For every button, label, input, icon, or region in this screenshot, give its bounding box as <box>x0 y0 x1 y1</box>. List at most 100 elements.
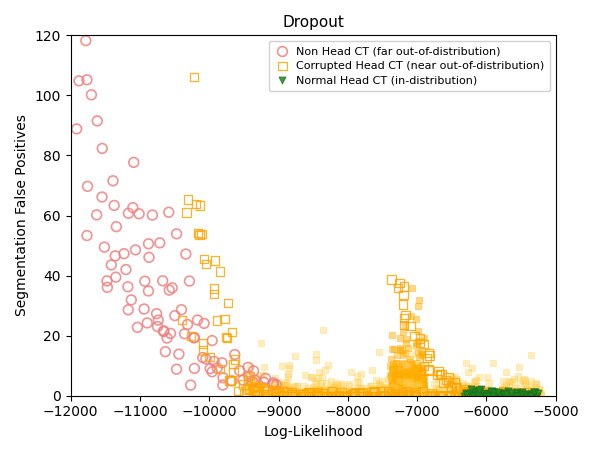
Point <box>290 352 300 360</box>
Point <box>531 381 541 388</box>
Point <box>498 385 507 392</box>
Point <box>308 374 317 381</box>
Point <box>399 383 409 390</box>
Corrupted Head CT (near out-of-distribution) <box>500 392 509 400</box>
Point <box>406 392 415 399</box>
Point <box>311 385 320 392</box>
Point <box>374 380 384 387</box>
Corrupted Head CT (near out-of-distribution) <box>182 209 191 216</box>
Point <box>412 380 421 387</box>
Point <box>393 384 403 391</box>
Corrupted Head CT (near out-of-distribution) <box>432 372 442 379</box>
Point <box>510 375 519 382</box>
Point <box>394 388 404 395</box>
Corrupted Head CT (near out-of-distribution) <box>198 347 208 354</box>
Corrupted Head CT (near out-of-distribution) <box>177 316 187 324</box>
Corrupted Head CT (near out-of-distribution) <box>487 392 497 400</box>
Normal Head CT (in-distribution) <box>486 389 496 396</box>
Corrupted Head CT (near out-of-distribution) <box>411 392 421 400</box>
Corrupted Head CT (near out-of-distribution) <box>225 377 235 384</box>
Point <box>417 368 426 375</box>
Point <box>307 388 317 395</box>
Point <box>380 384 389 391</box>
Corrupted Head CT (near out-of-distribution) <box>470 392 479 400</box>
Point <box>311 380 321 388</box>
Point <box>407 389 417 396</box>
Corrupted Head CT (near out-of-distribution) <box>459 392 469 400</box>
Normal Head CT (in-distribution) <box>466 390 475 397</box>
Normal Head CT (in-distribution) <box>534 390 544 397</box>
Non Head CT (far out-of-distribution) <box>185 277 194 285</box>
Corrupted Head CT (near out-of-distribution) <box>243 376 252 384</box>
Corrupted Head CT (near out-of-distribution) <box>229 360 238 368</box>
Non Head CT (far out-of-distribution) <box>206 365 215 372</box>
Point <box>330 389 340 396</box>
Point <box>317 373 327 380</box>
Point <box>296 388 306 395</box>
Corrupted Head CT (near out-of-distribution) <box>422 392 432 400</box>
Non Head CT (far out-of-distribution) <box>200 320 209 327</box>
Point <box>398 361 407 368</box>
Point <box>395 384 405 391</box>
Corrupted Head CT (near out-of-distribution) <box>508 392 517 400</box>
Normal Head CT (in-distribution) <box>459 392 469 400</box>
Point <box>448 385 458 392</box>
Corrupted Head CT (near out-of-distribution) <box>312 389 321 396</box>
Point <box>407 373 417 380</box>
Point <box>302 392 311 399</box>
Point <box>414 390 424 397</box>
Point <box>245 385 255 393</box>
Point <box>305 391 314 398</box>
Point <box>377 378 387 385</box>
Point <box>310 385 320 393</box>
Point <box>474 374 484 381</box>
Point <box>392 388 402 395</box>
Point <box>325 384 334 391</box>
Point <box>254 381 264 389</box>
Point <box>409 390 419 397</box>
Point <box>283 373 293 380</box>
Non Head CT (far out-of-distribution) <box>235 367 245 375</box>
Point <box>243 373 252 380</box>
Point <box>390 388 400 395</box>
Corrupted Head CT (near out-of-distribution) <box>390 390 400 398</box>
Point <box>413 370 423 377</box>
Point <box>405 356 415 363</box>
Point <box>391 380 400 387</box>
Point <box>391 390 400 397</box>
Corrupted Head CT (near out-of-distribution) <box>283 389 292 396</box>
Point <box>306 373 315 380</box>
Point <box>533 388 542 395</box>
Point <box>287 386 296 394</box>
Point <box>510 386 520 393</box>
Point <box>444 380 454 388</box>
Corrupted Head CT (near out-of-distribution) <box>396 392 405 400</box>
Point <box>387 387 397 395</box>
Point <box>409 390 419 397</box>
Corrupted Head CT (near out-of-distribution) <box>250 383 260 390</box>
Point <box>396 373 405 380</box>
Point <box>332 390 342 398</box>
Point <box>469 384 479 391</box>
Corrupted Head CT (near out-of-distribution) <box>222 335 232 342</box>
Normal Head CT (in-distribution) <box>522 392 531 400</box>
Point <box>388 377 398 384</box>
Corrupted Head CT (near out-of-distribution) <box>489 390 498 398</box>
Point <box>506 390 516 398</box>
Point <box>403 388 412 395</box>
Point <box>409 381 418 388</box>
Point <box>387 365 397 373</box>
Corrupted Head CT (near out-of-distribution) <box>307 389 316 396</box>
Normal Head CT (in-distribution) <box>499 390 508 397</box>
Point <box>492 387 502 394</box>
Point <box>508 390 518 397</box>
Point <box>402 383 412 390</box>
Normal Head CT (in-distribution) <box>469 387 479 395</box>
Corrupted Head CT (near out-of-distribution) <box>494 392 503 400</box>
Point <box>387 331 397 338</box>
Corrupted Head CT (near out-of-distribution) <box>496 392 505 400</box>
Point <box>409 385 418 392</box>
Corrupted Head CT (near out-of-distribution) <box>399 283 409 290</box>
Point <box>399 372 409 379</box>
Point <box>282 379 291 386</box>
